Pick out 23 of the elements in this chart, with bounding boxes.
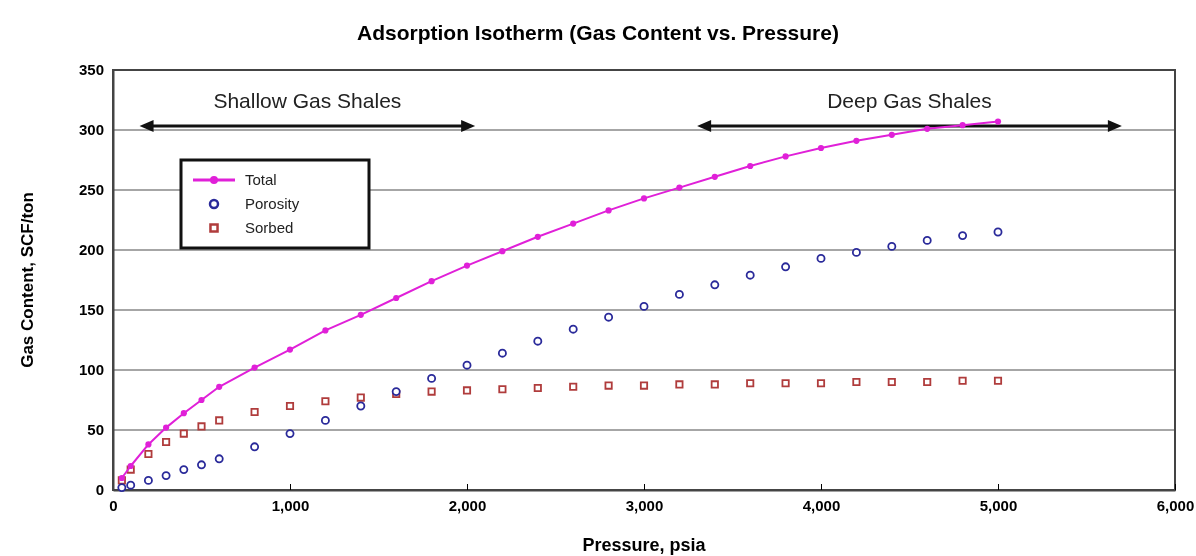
y-tick-label: 200: [78, 241, 104, 259]
x-tick-label: 4,000: [802, 497, 841, 514]
x-tick-label: 2,000: [448, 497, 487, 514]
y-tick-label: 150: [78, 301, 104, 319]
y-tick-label: 100: [78, 361, 104, 379]
annotation: Shallow Gas Shales: [213, 89, 402, 112]
y-tick-label: 0: [95, 481, 104, 499]
x-tick-label: 6,000: [1156, 497, 1195, 514]
y-tick-label: 50: [87, 421, 104, 439]
x-tick-label: 1,000: [271, 497, 310, 514]
legend-label: Porosity: [245, 195, 300, 212]
chart-title: Adsorption Isotherm (Gas Content vs. Pressure): [357, 21, 839, 44]
x-axis-title: Pressure, psia: [582, 535, 707, 555]
annotation: Deep Gas Shales: [827, 89, 992, 112]
y-tick-label: 250: [78, 181, 104, 199]
x-tick-label: 3,000: [625, 497, 664, 514]
y-tick-label: 300: [78, 121, 104, 139]
x-tick-label: 5,000: [979, 497, 1018, 514]
legend-label: Total: [245, 171, 277, 188]
x-tick-label: 0: [109, 497, 118, 514]
y-tick-label: 350: [78, 61, 104, 79]
legend-label: Sorbed: [245, 219, 294, 236]
y-axis-title: Gas Content, SCF/ton: [18, 192, 37, 368]
